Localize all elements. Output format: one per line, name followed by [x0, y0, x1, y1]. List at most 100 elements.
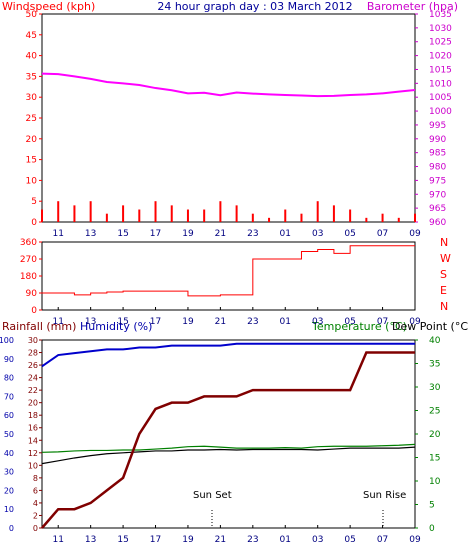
temperature-line — [41, 443, 416, 453]
rain-y-tick-label: 26 — [28, 361, 38, 370]
barometer-label: Barometer (hpa) — [367, 0, 458, 13]
x-tick-label: 19 — [182, 535, 194, 545]
temp-y-tick-label: 0 — [429, 524, 435, 534]
wind-y-tick-label: 5 — [31, 197, 37, 207]
rain-y-tick-label: 30 — [28, 336, 38, 345]
rain-y-tick-label: 16 — [28, 424, 38, 433]
x-tick-label: 01 — [280, 535, 291, 545]
rain-y-tick-label: 14 — [28, 436, 38, 445]
x-tick-label: 21 — [215, 229, 226, 239]
x-tick-label: 21 — [215, 317, 226, 327]
dewpoint-label: Dew Point (°C) — [392, 320, 468, 333]
x-tick-label: 11 — [52, 535, 63, 545]
dir-y-tick-label: 0 — [31, 306, 37, 316]
baro-y-tick-label: 985 — [429, 149, 446, 159]
sunrise-label: Sun Rise — [363, 490, 406, 501]
x-tick-label: 23 — [247, 535, 258, 545]
compass-w: W — [440, 252, 451, 265]
x-tick-label: 09 — [409, 535, 421, 545]
baro-y-tick-label: 995 — [429, 121, 446, 131]
humidity-y-tick-label: 60 — [4, 411, 14, 420]
dewpoint-line — [41, 446, 416, 465]
x-tick-label: 21 — [215, 535, 226, 545]
x-tick-label: 05 — [344, 229, 355, 239]
baro-y-tick-label: 1030 — [429, 24, 452, 34]
x-tick-label: 03 — [312, 229, 323, 239]
humidity-label: Humidity (%) — [80, 320, 152, 333]
wind-y-tick-label: 25 — [26, 114, 37, 124]
humidity-y-tick-label: 70 — [4, 392, 14, 401]
x-tick-label: 05 — [344, 317, 355, 327]
dir-y-tick-label: 180 — [20, 272, 37, 282]
humidity-y-tick-label: 80 — [4, 374, 14, 383]
baro-y-tick-label: 970 — [429, 190, 446, 200]
x-tick-label: 11 — [52, 317, 63, 327]
x-tick-label: 15 — [117, 317, 128, 327]
baro-y-tick-label: 1000 — [429, 107, 452, 117]
x-tick-label: 23 — [247, 229, 258, 239]
wind-y-tick-label: 50 — [26, 10, 38, 20]
humidity-y-tick-label: 10 — [4, 505, 14, 514]
x-tick-label: 07 — [377, 317, 388, 327]
rain-y-tick-label: 18 — [28, 411, 38, 420]
x-tick-label: 03 — [312, 535, 323, 545]
temp-y-tick-label: 15 — [429, 454, 440, 464]
barometer-line — [41, 72, 416, 98]
windspeed-label: Windspeed (kph) — [2, 0, 95, 13]
x-tick-label: 13 — [85, 535, 96, 545]
x-tick-label: 15 — [117, 229, 128, 239]
direction-compass-labels: N W S E N — [440, 236, 451, 313]
temp-y-tick-label: 25 — [429, 407, 440, 417]
temp-y-tick-label: 10 — [429, 477, 441, 487]
x-tick-label: 15 — [117, 535, 128, 545]
humidity-line — [41, 342, 415, 368]
graph-title: 24 hour graph day : 03 March 2012 — [157, 0, 352, 13]
dir-y-tick-label: 90 — [26, 289, 38, 299]
x-tick-label: 17 — [150, 229, 161, 239]
rain-y-tick-label: 12 — [28, 449, 38, 458]
x-tick-label: 05 — [344, 535, 355, 545]
x-tick-label: 17 — [150, 317, 161, 327]
humidity-y-tick-label: 0 — [9, 524, 14, 533]
sunset-label: Sun Set — [193, 490, 232, 501]
wind-panel-frame — [41, 13, 416, 223]
humidity-y-tick-label: 40 — [4, 449, 14, 458]
rain-y-tick-label: 22 — [28, 386, 38, 395]
x-tick-label: 19 — [182, 317, 194, 327]
x-tick-label: 11 — [52, 229, 63, 239]
compass-n-top: N — [440, 236, 448, 249]
x-tick-label: 09 — [409, 229, 421, 239]
baro-y-tick-label: 1005 — [429, 93, 452, 103]
temp-y-tick-label: 35 — [429, 360, 440, 370]
wind-y-tick-label: 0 — [31, 218, 37, 228]
humidity-y-tick-label: 90 — [4, 355, 14, 364]
wind-y-tick-label: 10 — [26, 176, 38, 186]
baro-y-tick-label: 1020 — [429, 52, 452, 62]
temp-y-tick-label: 5 — [429, 501, 435, 511]
rain-y-tick-label: 28 — [28, 349, 38, 358]
baro-y-tick-label: 1025 — [429, 38, 452, 48]
baro-y-tick-label: 965 — [429, 204, 446, 214]
baro-y-tick-label: 1010 — [429, 79, 452, 89]
x-tick-label: 07 — [377, 229, 388, 239]
wind-y-tick-label: 35 — [26, 72, 37, 82]
rain-y-tick-label: 2 — [33, 511, 38, 520]
x-tick-label: 01 — [280, 317, 291, 327]
x-tick-label: 07 — [377, 535, 388, 545]
rain-y-tick-label: 10 — [28, 461, 38, 470]
baro-y-tick-label: 975 — [429, 176, 446, 186]
rainfall-line — [41, 351, 415, 529]
rain-y-tick-label: 0 — [33, 524, 38, 533]
rain-y-tick-label: 6 — [33, 486, 38, 495]
rain-y-tick-label: 4 — [33, 499, 38, 508]
x-tick-label: 17 — [150, 535, 161, 545]
humidity-y-tick-label: 20 — [4, 486, 14, 495]
compass-n-bottom: N — [440, 300, 448, 313]
baro-y-tick-label: 980 — [429, 163, 446, 173]
humidity-y-tick-label: 100 — [0, 336, 14, 345]
humidity-y-tick-label: 50 — [4, 430, 14, 439]
temp-y-tick-label: 20 — [429, 430, 441, 440]
x-tick-label: 01 — [280, 229, 291, 239]
wind-y-tick-label: 45 — [26, 31, 37, 41]
